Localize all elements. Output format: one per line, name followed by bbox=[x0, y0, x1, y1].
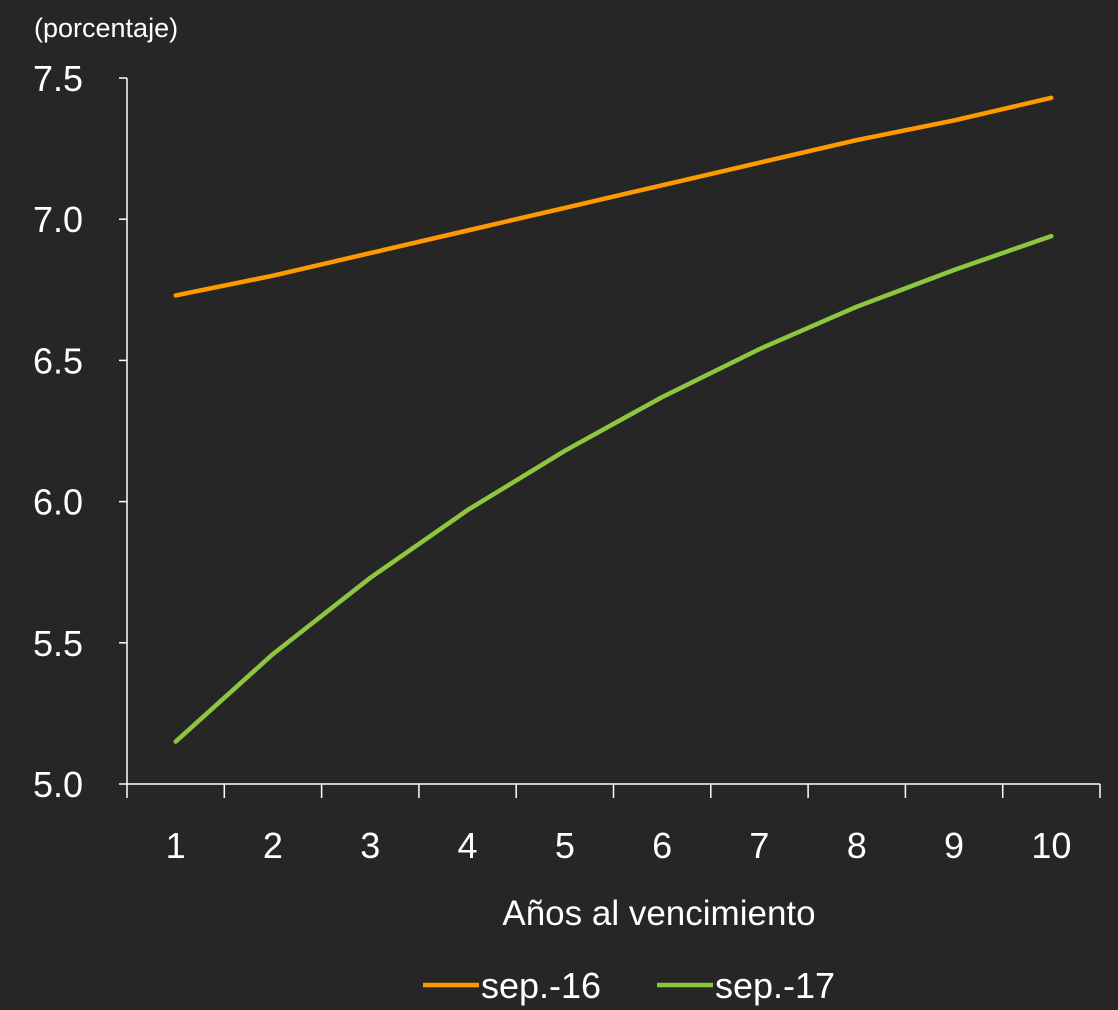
series-lines bbox=[173, 95, 1054, 744]
x-tick-label: 5 bbox=[555, 825, 575, 866]
x-tick-label: 2 bbox=[263, 825, 283, 866]
unit-label: (porcentaje) bbox=[34, 13, 178, 43]
legend-label: sep.-16 bbox=[481, 965, 601, 1006]
x-tick-label: 6 bbox=[652, 825, 672, 866]
y-tick-label: 6.5 bbox=[33, 340, 83, 381]
x-tick-label: 7 bbox=[749, 825, 769, 866]
x-tick-label: 9 bbox=[944, 825, 964, 866]
x-tick-label: 4 bbox=[458, 825, 478, 866]
x-tick-label: 10 bbox=[1031, 825, 1071, 866]
y-tick-label: 5.0 bbox=[33, 764, 83, 805]
x-tick-label: 3 bbox=[360, 825, 380, 866]
x-tick-label: 8 bbox=[847, 825, 867, 866]
legend: sep.-16 sep.-17 bbox=[423, 965, 835, 1006]
y-tick-label: 6.0 bbox=[33, 482, 83, 523]
y-tick-label: 5.5 bbox=[33, 623, 83, 664]
y-axis-ticks: 5.0 5.5 6.0 6.5 7.0 7.5 bbox=[33, 58, 127, 805]
series-line-sep.-16 bbox=[173, 95, 1054, 298]
legend-label: sep.-17 bbox=[715, 965, 835, 1006]
y-tick-label: 7.0 bbox=[33, 199, 83, 240]
x-axis-title: Años al vencimiento bbox=[502, 894, 815, 933]
series-line-sep.-17 bbox=[173, 233, 1054, 744]
x-tick-label: 1 bbox=[166, 825, 186, 866]
x-axis-ticks: 1 2 3 4 5 6 7 8 9 10 bbox=[126, 784, 1101, 866]
y-tick-label: 7.5 bbox=[33, 58, 83, 99]
